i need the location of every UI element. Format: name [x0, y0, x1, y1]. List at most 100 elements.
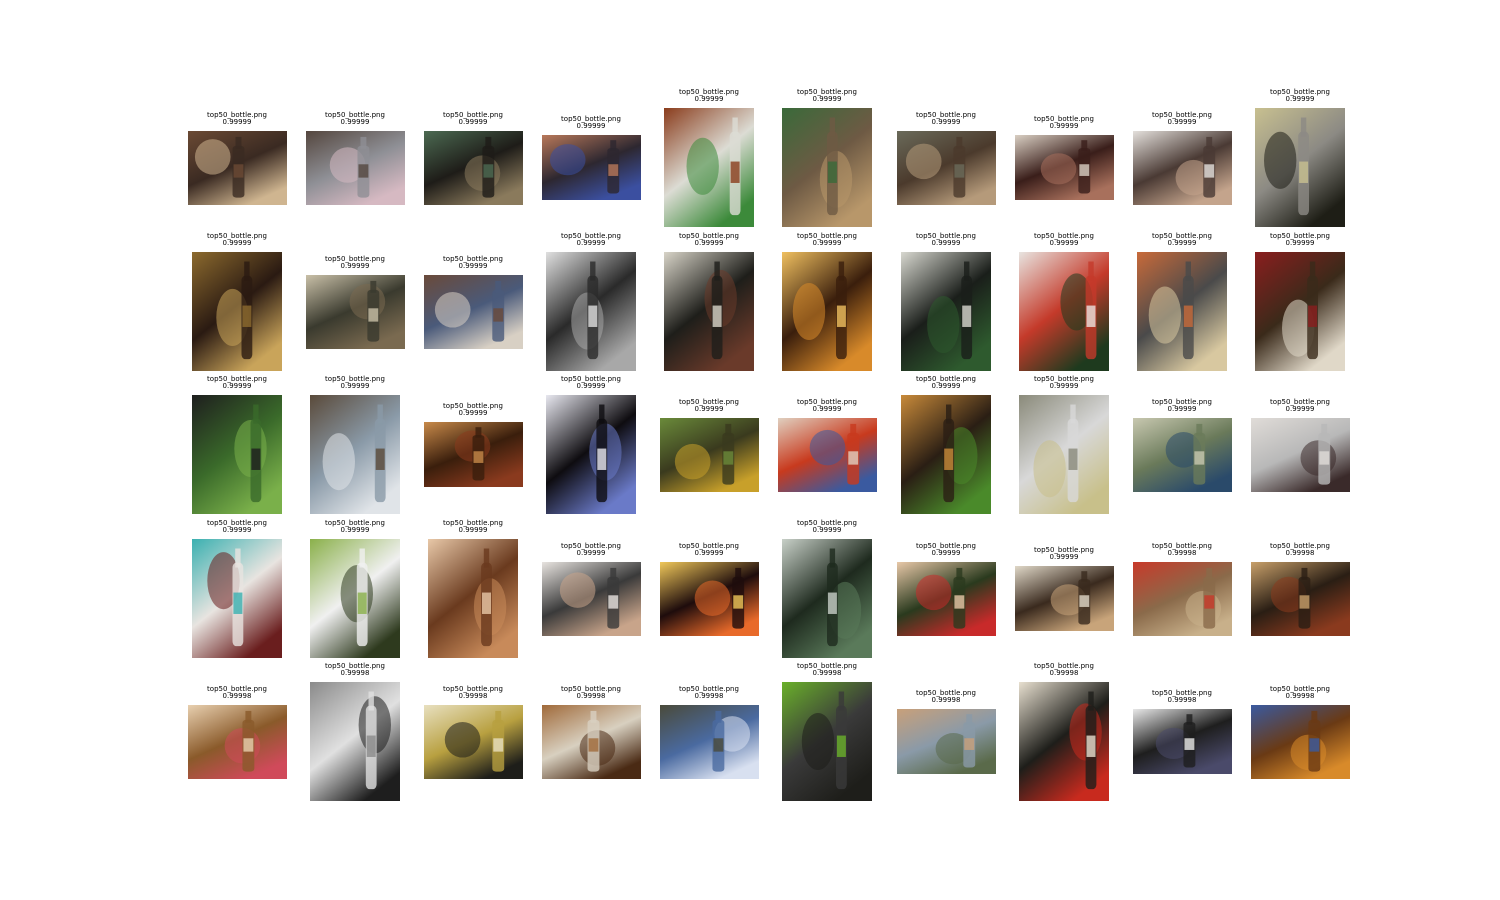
tile-filename: top50_bottle.png — [1034, 115, 1094, 123]
grid-tile: top50_bottle.png 0.99999 — [1019, 232, 1109, 371]
tile-filename: top50_bottle.png — [443, 254, 503, 263]
grid-tile: top50_bottle.png 0.99999 — [423, 402, 523, 487]
tile-score: 0.99999 — [1049, 553, 1079, 561]
tile-filename: top50_bottle.png — [443, 402, 503, 410]
grid-tile: top50_bottle.png 0.99999 — [777, 398, 877, 492]
tile-filename: top50_bottle.png — [797, 88, 857, 96]
grid-tile: top50_bottle.png 0.99999 — [546, 232, 636, 371]
grid-tile: top50_bottle.png 0.99999 — [1014, 115, 1114, 200]
tile-score: 0.99999 — [812, 404, 842, 413]
photo-thumbnail — [192, 395, 282, 514]
grid-tile: top50_bottle.png 0.99998 — [1250, 685, 1350, 779]
tile-score: 0.99999 — [576, 548, 606, 557]
tile-score: 0.99999 — [458, 409, 488, 417]
tile-score: 0.99998 — [1167, 548, 1197, 557]
tile-filename: top50_bottle.png — [1270, 88, 1330, 96]
grid-tile: top50_bottle.png 0.99999 — [664, 88, 754, 227]
grid-tile: top50_bottle.png 0.99999 — [901, 232, 991, 371]
photo-thumbnail — [541, 704, 641, 779]
grid-tile: top50_bottle.png 0.99999 — [310, 375, 400, 514]
tile-filename: top50_bottle.png — [325, 254, 385, 263]
photo-thumbnail — [896, 130, 996, 205]
tile-filename: top50_bottle.png — [207, 684, 267, 693]
tile-filename: top50_bottle.png — [916, 375, 976, 383]
photo-thumbnail — [428, 539, 518, 658]
tile-score: 0.99999 — [340, 526, 370, 534]
photo-thumbnail — [1019, 395, 1109, 514]
grid-tile: top50_bottle.png 0.99999 — [1255, 88, 1345, 227]
photo-thumbnail — [546, 252, 636, 371]
photo-thumbnail — [782, 108, 872, 227]
tile-score: 0.99998 — [222, 691, 252, 700]
tile-score: 0.99999 — [222, 239, 252, 247]
grid-tile: top50_bottle.png 0.99999 — [187, 111, 287, 205]
photo-thumbnail — [423, 130, 523, 205]
photo-thumbnail — [1255, 252, 1345, 371]
tile-score: 0.99999 — [812, 239, 842, 247]
tile-filename: top50_bottle.png — [1034, 662, 1094, 670]
grid-tile: top50_bottle.png 0.99998 — [659, 685, 759, 779]
tile-filename: top50_bottle.png — [797, 519, 857, 527]
tile-filename: top50_bottle.png — [207, 232, 267, 240]
grid-tile: top50_bottle.png 0.99999 — [896, 542, 996, 636]
grid-tile: top50_bottle.png 0.99998 — [1132, 689, 1232, 774]
photo-thumbnail — [1132, 130, 1232, 205]
grid-tile: top50_bottle.png 0.99999 — [1132, 110, 1232, 205]
grid-tile: top50_bottle.png 0.99999 — [192, 232, 282, 371]
tile-filename: top50_bottle.png — [1034, 375, 1094, 383]
tile-score: 0.99998 — [1167, 696, 1197, 704]
grid-tile: top50_bottle.png 0.99999 — [1250, 398, 1350, 492]
tile-filename: top50_bottle.png — [325, 375, 385, 383]
tile-score: 0.99999 — [694, 548, 724, 557]
tile-score: 0.99999 — [1049, 122, 1079, 130]
tile-score: 0.99999 — [1167, 239, 1197, 247]
photo-thumbnail — [1250, 704, 1350, 779]
tile-score: 0.99999 — [694, 239, 724, 247]
grid-tile: top50_bottle.png 0.99998 — [310, 662, 400, 801]
photo-thumbnail — [192, 252, 282, 371]
tile-score: 0.99999 — [576, 122, 606, 130]
tile-score: 0.99999 — [458, 526, 488, 534]
grid-tile: top50_bottle.png 0.99999 — [192, 519, 282, 658]
tile-score: 0.99999 — [694, 404, 724, 413]
photo-thumbnail — [310, 395, 400, 514]
tile-score: 0.99999 — [1049, 239, 1079, 247]
photo-thumbnail — [423, 704, 523, 779]
photo-thumbnail — [1014, 566, 1114, 631]
tile-filename: top50_bottle.png — [1152, 110, 1212, 119]
grid-tile: top50_bottle.png 0.99998 — [896, 689, 996, 774]
photo-thumbnail — [1019, 682, 1109, 801]
grid-tile: top50_bottle.png 0.99999 — [901, 375, 991, 514]
tile-score: 0.99998 — [458, 691, 488, 700]
grid-tile: top50_bottle.png 0.99999 — [1137, 232, 1227, 371]
photo-thumbnail — [664, 108, 754, 227]
photo-thumbnail — [310, 539, 400, 658]
grid-tile: top50_bottle.png 0.99999 — [310, 519, 400, 658]
photo-thumbnail — [782, 682, 872, 801]
tile-filename: top50_bottle.png — [443, 110, 503, 119]
grid-tile: top50_bottle.png 0.99999 — [305, 254, 405, 349]
photo-thumbnail — [896, 561, 996, 636]
tile-filename: top50_bottle.png — [325, 110, 385, 119]
photo-thumbnail — [305, 130, 405, 205]
photo-thumbnail — [187, 130, 287, 205]
grid-tile: top50_bottle.png 0.99999 — [659, 542, 759, 636]
grid-tile: top50_bottle.png 0.99999 — [782, 88, 872, 227]
tile-score: 0.99999 — [1049, 382, 1079, 390]
tile-score: 0.99999 — [1285, 239, 1315, 247]
grid-tile: top50_bottle.png 0.99999 — [1014, 546, 1114, 631]
tile-score: 0.99998 — [340, 669, 370, 677]
tile-score: 0.99999 — [576, 239, 606, 247]
photo-thumbnail — [659, 704, 759, 779]
grid-tile: top50_bottle.png 0.99999 — [541, 115, 641, 200]
tile-score: 0.99999 — [931, 382, 961, 390]
tile-filename: top50_bottle.png — [207, 519, 267, 527]
grid-tile: top50_bottle.png 0.99999 — [423, 254, 523, 349]
tile-filename: top50_bottle.png — [797, 662, 857, 670]
tile-score: 0.99999 — [458, 261, 488, 270]
tile-score: 0.99999 — [1285, 404, 1315, 413]
grid-tile: top50_bottle.png 0.99999 — [428, 519, 518, 658]
grid-tile: top50_bottle.png 0.99998 — [1132, 542, 1232, 636]
tile-score: 0.99998 — [931, 696, 961, 704]
photo-thumbnail — [1014, 135, 1114, 200]
